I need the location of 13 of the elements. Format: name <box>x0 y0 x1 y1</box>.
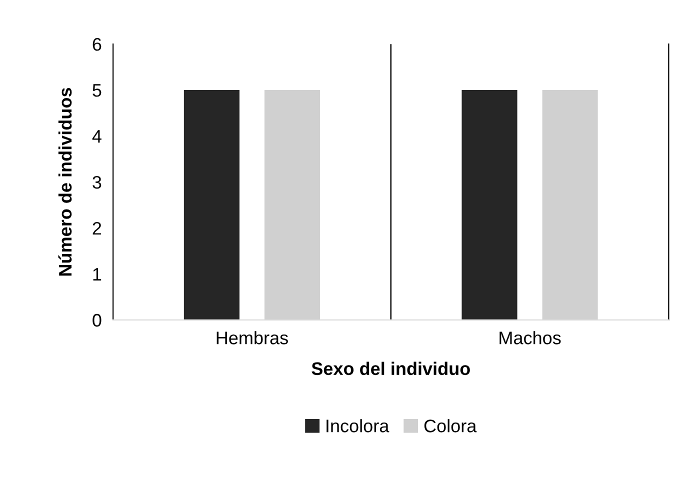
y-tick-label: 6 <box>92 38 102 51</box>
y-tick-label: 2 <box>92 222 102 235</box>
x-tick-label: Machos <box>500 331 561 344</box>
x-axis-title: Sexo del individuo <box>312 362 470 376</box>
x-tick-label: Hembras <box>216 331 288 344</box>
legend-label: Incolora <box>326 419 390 432</box>
y-tick-label: 0 <box>92 314 102 327</box>
y-tick-label: 1 <box>93 268 102 281</box>
y-tick-label: 3 <box>92 176 102 189</box>
y-tick-label: 4 <box>92 130 102 143</box>
y-tick-label: 5 <box>92 84 102 97</box>
y-axis-title: Número de individuos <box>58 88 72 276</box>
legend-label: Colora <box>424 419 477 432</box>
